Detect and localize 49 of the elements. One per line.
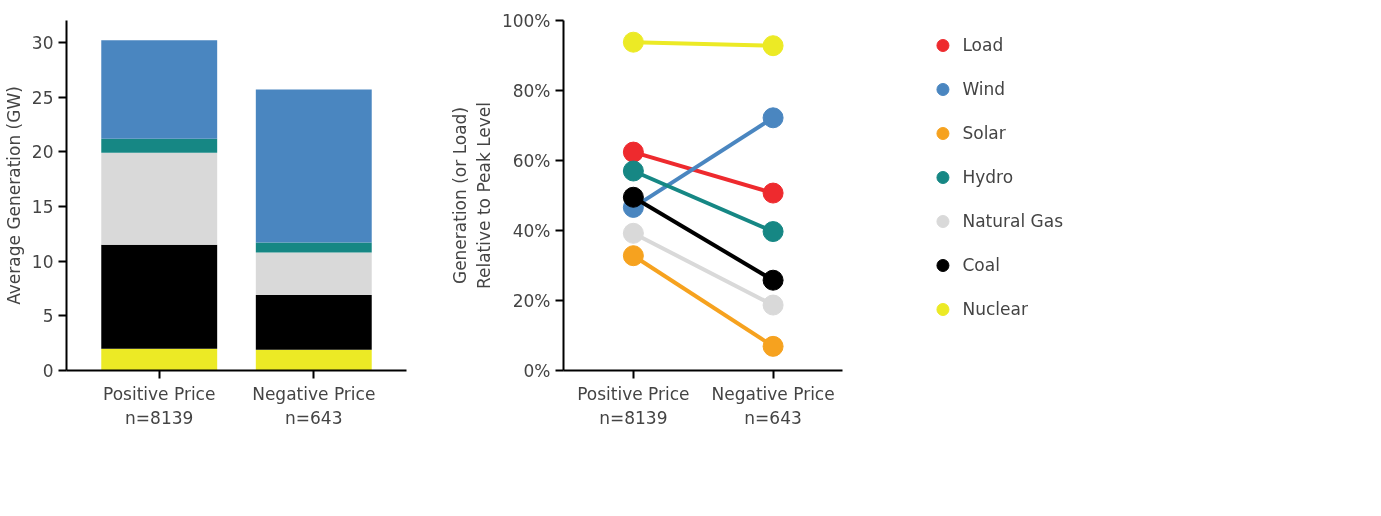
point [762, 221, 784, 243]
y-tick-label: 15 [31, 196, 54, 217]
legend-label: Load [962, 34, 1004, 57]
bar [255, 252, 372, 296]
y-tick-label: 40% [512, 220, 551, 241]
legend-label: Nuclear [962, 298, 1028, 321]
bar [255, 89, 372, 243]
y-tick-label: 10 [31, 251, 54, 272]
legend-label: Wind [962, 78, 1006, 101]
x-tick-label: Negative Price n=643 [252, 383, 376, 428]
legend-label: Hydro [962, 166, 1014, 189]
y-axis-title: Generation (or Load) Relative to Peak Level [449, 101, 494, 290]
y-tick-label: 60% [512, 150, 551, 171]
y-tick-label: 20 [31, 142, 54, 163]
y-tick-label: 30 [31, 32, 54, 53]
y-tick-label: 80% [512, 80, 551, 101]
point [622, 141, 644, 163]
y-tick-label: 0% [523, 360, 551, 381]
bar [101, 138, 218, 153]
x-tick-label: Negative Price n=643 [711, 383, 835, 428]
legend-label: Natural Gas [962, 210, 1063, 233]
y-tick-label: 25 [31, 87, 54, 108]
point [622, 31, 644, 53]
point [762, 35, 784, 57]
point [762, 335, 784, 357]
legend-label: Solar [962, 122, 1006, 145]
point [622, 186, 644, 208]
point [622, 245, 644, 267]
y-axis-title: Average Generation (GW) [3, 86, 24, 305]
point [762, 294, 784, 316]
bar [101, 40, 218, 139]
x-tick-label: Positive Price n=8139 [103, 383, 216, 428]
point [762, 269, 784, 291]
bar [101, 152, 218, 245]
point [762, 107, 784, 129]
point [622, 222, 644, 244]
bar [255, 349, 372, 371]
bar [101, 244, 218, 349]
bar [255, 295, 372, 350]
bar [101, 348, 218, 371]
y-tick-label: 100% [501, 10, 551, 31]
y-tick-label: 20% [512, 290, 551, 311]
x-tick-label: Positive Price n=8139 [577, 383, 690, 428]
y-tick-label: 5 [42, 306, 54, 327]
point [622, 160, 644, 182]
legend-label: Coal [962, 254, 1000, 277]
bar [255, 242, 372, 253]
point [762, 182, 784, 204]
y-tick-label: 0 [42, 361, 54, 381]
